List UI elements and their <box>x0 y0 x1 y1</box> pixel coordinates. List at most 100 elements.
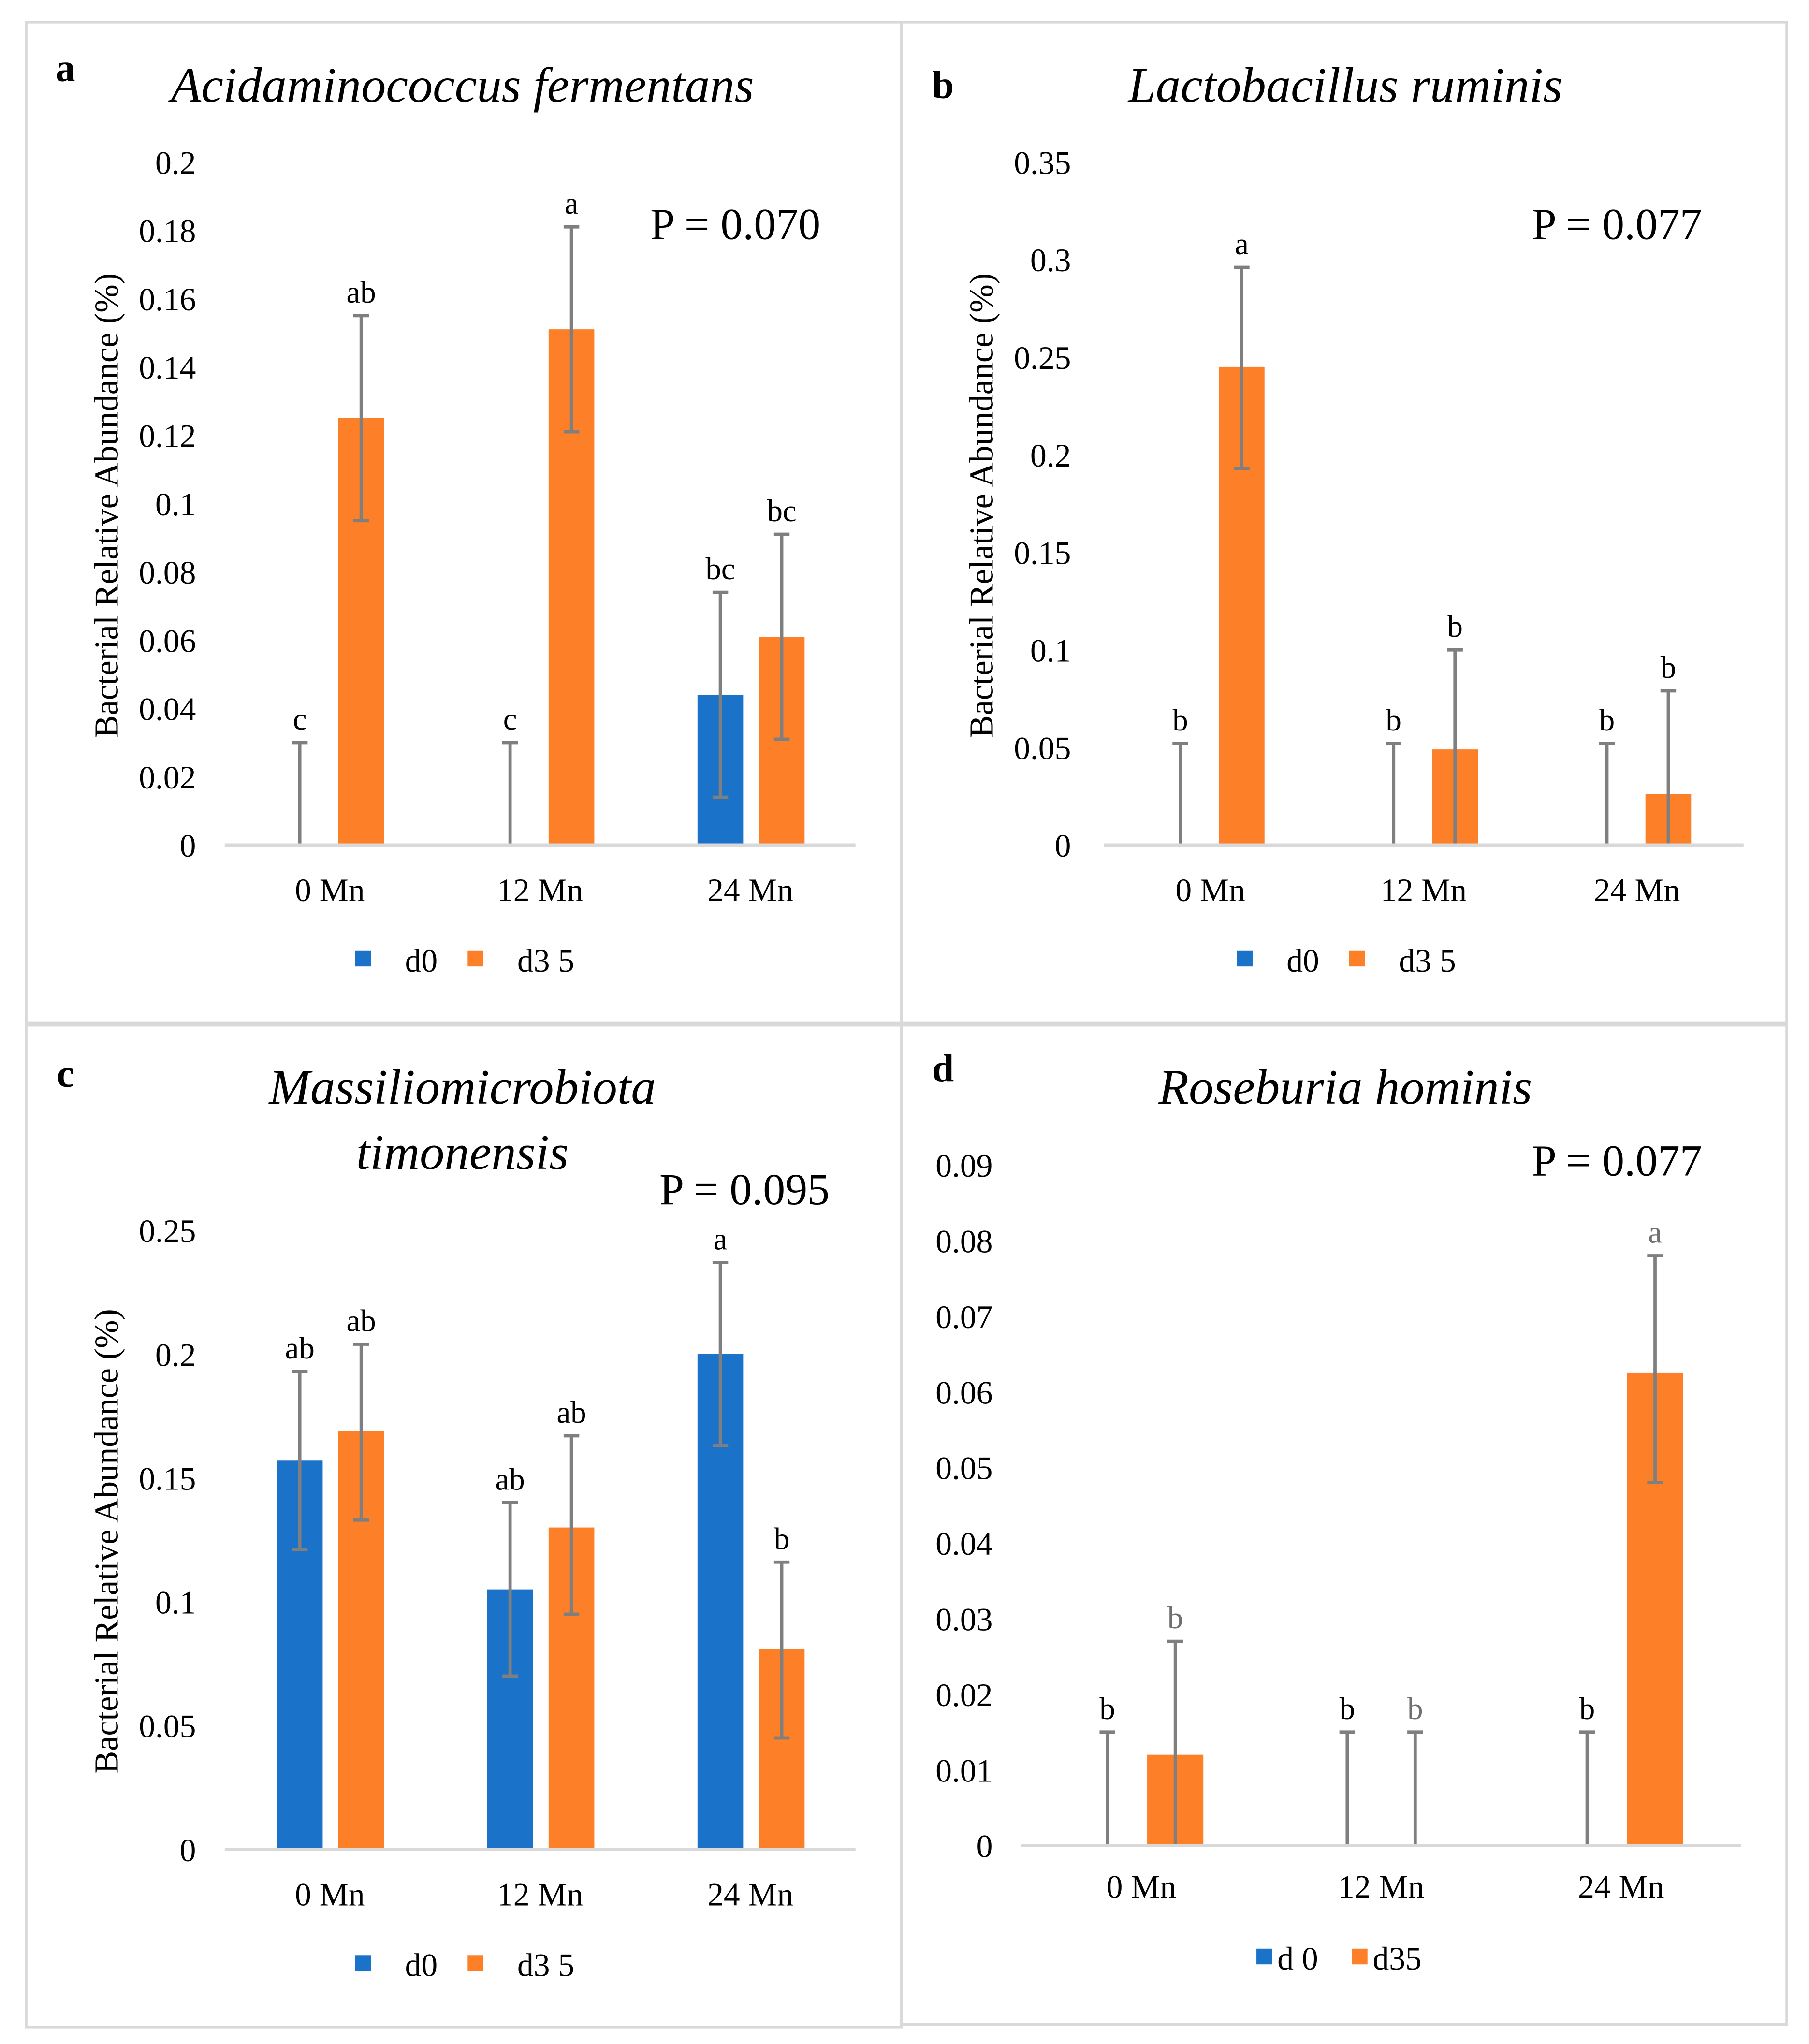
y-axis-label: Bacterial Relative Abundance (%) <box>88 273 125 738</box>
y-tick-label: 0 <box>180 1832 196 1869</box>
y-tick-label: 0.04 <box>139 691 196 728</box>
y-axis-label: Bacterial Relative Abundance (%) <box>88 1309 125 1773</box>
p-value: P = 0.070 <box>650 199 820 248</box>
y-tick-label: 0.03 <box>935 1601 992 1637</box>
panel-letter: d <box>932 1047 954 1090</box>
panel-letter: c <box>57 1052 74 1095</box>
y-tick-label: 0.04 <box>935 1526 992 1562</box>
significance-letter: ab <box>347 1304 376 1339</box>
y-tick-label: 0.15 <box>1014 535 1071 571</box>
panel-border <box>900 21 1788 1024</box>
x-tick-label: 24 Mn <box>707 1877 793 1913</box>
x-tick-label: 0 Mn <box>295 872 365 908</box>
significance-letter: b <box>1386 703 1401 738</box>
legend-swatch-d0 <box>1256 1948 1272 1965</box>
x-tick-label: 24 Mn <box>1594 872 1680 908</box>
panel-b: b Lactobacillus ruminis P = 0.077 Bacterial… <box>900 21 1788 1024</box>
x-tick-label: 12 Mn <box>497 1877 583 1913</box>
legend-swatch-d35 <box>1352 1948 1368 1965</box>
significance-letter: b <box>1599 703 1615 738</box>
x-tick-label: 0 Mn <box>1107 1869 1176 1905</box>
x-tick-label: 24 Mn <box>1578 1869 1664 1905</box>
y-tick-label: 0.25 <box>139 1213 196 1249</box>
y-tick-label: 0.08 <box>935 1224 992 1260</box>
legend-label: d35 <box>1373 1941 1422 1977</box>
significance-letter: bc <box>705 552 735 586</box>
significance-letter: b <box>1661 650 1676 685</box>
y-tick-label: 0 <box>180 828 196 864</box>
significance-letter: b <box>1172 703 1188 738</box>
y-tick-label: 0 <box>1055 828 1071 864</box>
y-tick-label: 0.05 <box>1014 730 1071 766</box>
y-tick-label: 0.16 <box>139 281 196 318</box>
significance-letter: b <box>1407 1692 1423 1726</box>
y-tick-label: 0.08 <box>139 555 196 591</box>
y-tick-label: 0.1 <box>155 486 196 523</box>
panel-c: c Massiliomicrobiota timonensis P = 0.095 Ba… <box>25 1024 903 2029</box>
chart-title: Acidaminococcus fermentans <box>168 58 754 113</box>
y-tick-label: 0.05 <box>139 1708 196 1745</box>
chart-title: Lactobacillus ruminis <box>1127 58 1562 113</box>
x-tick-label: 12 Mn <box>1338 1869 1424 1905</box>
legend-label: d3 5 <box>517 1947 574 1984</box>
y-tick-label: 0.2 <box>155 1337 196 1373</box>
x-tick-label: 12 Mn <box>1381 872 1467 908</box>
y-tick-label: 0.18 <box>139 213 196 249</box>
legend-label: d0 <box>1286 943 1319 979</box>
legend-swatch-d0 <box>355 1955 371 1971</box>
significance-letter: b <box>1340 1692 1355 1726</box>
significance-letter: a <box>714 1222 728 1256</box>
legend-label: d0 <box>405 1947 438 1984</box>
chart-title: Massiliomicrobiota <box>268 1060 656 1115</box>
y-tick-label: 0.3 <box>1030 242 1071 278</box>
legend-label: d 0 <box>1277 1941 1318 1977</box>
legend-swatch-d0 <box>355 950 371 967</box>
y-tick-label: 0.1 <box>1030 633 1071 669</box>
x-tick-label: 0 Mn <box>295 1877 365 1913</box>
y-tick-label: 0.02 <box>935 1677 992 1713</box>
significance-letter: c <box>503 702 517 737</box>
significance-letter: ab <box>285 1331 315 1366</box>
y-axis-label: Bacterial Relative Abundance (%) <box>963 273 1000 738</box>
significance-letter: bc <box>767 494 796 528</box>
y-tick-label: 0.12 <box>139 418 196 454</box>
y-tick-label: 0.05 <box>935 1450 992 1487</box>
panel-letter: a <box>56 46 75 89</box>
significance-letter: b <box>1447 609 1463 644</box>
significance-letter: b <box>774 1521 789 1556</box>
y-tick-label: 0.15 <box>139 1460 196 1497</box>
significance-letter: b <box>1099 1692 1115 1726</box>
y-tick-label: 0.1 <box>155 1585 196 1621</box>
legend-label: d3 5 <box>1399 943 1456 979</box>
significance-letter: ab <box>496 1462 525 1497</box>
significance-letter: a <box>1235 227 1249 262</box>
legend-label: d0 <box>405 943 438 979</box>
significance-letter: ab <box>347 275 376 310</box>
y-tick-label: 0.01 <box>935 1752 992 1789</box>
x-tick-label: 12 Mn <box>497 872 583 908</box>
significance-letter: a <box>565 186 579 221</box>
legend-swatch-d35 <box>1349 950 1365 967</box>
significance-letter: c <box>293 702 307 737</box>
legend-label: d3 5 <box>517 943 574 979</box>
legend-swatch-d0 <box>1237 950 1253 967</box>
panel-border <box>900 1024 1788 2026</box>
y-tick-label: 0.09 <box>935 1148 992 1184</box>
y-tick-label: 0.06 <box>139 623 196 659</box>
significance-letter: b <box>1167 1601 1183 1635</box>
y-tick-label: 0.2 <box>1030 438 1071 474</box>
x-tick-label: 24 Mn <box>707 872 793 908</box>
y-tick-label: 0.06 <box>935 1374 992 1411</box>
significance-letter: b <box>1579 1692 1595 1726</box>
y-tick-label: 0.35 <box>1014 145 1071 181</box>
y-tick-label: 0.2 <box>155 145 196 181</box>
y-tick-label: 0.25 <box>1014 340 1071 376</box>
p-value: P = 0.077 <box>1532 1136 1702 1185</box>
chart-title: timonensis <box>356 1125 569 1180</box>
panel-letter: b <box>932 63 954 107</box>
chart-title: Roseburia hominis <box>1158 1060 1532 1115</box>
y-tick-label: 0.07 <box>935 1299 992 1335</box>
p-value: P = 0.095 <box>659 1165 830 1214</box>
